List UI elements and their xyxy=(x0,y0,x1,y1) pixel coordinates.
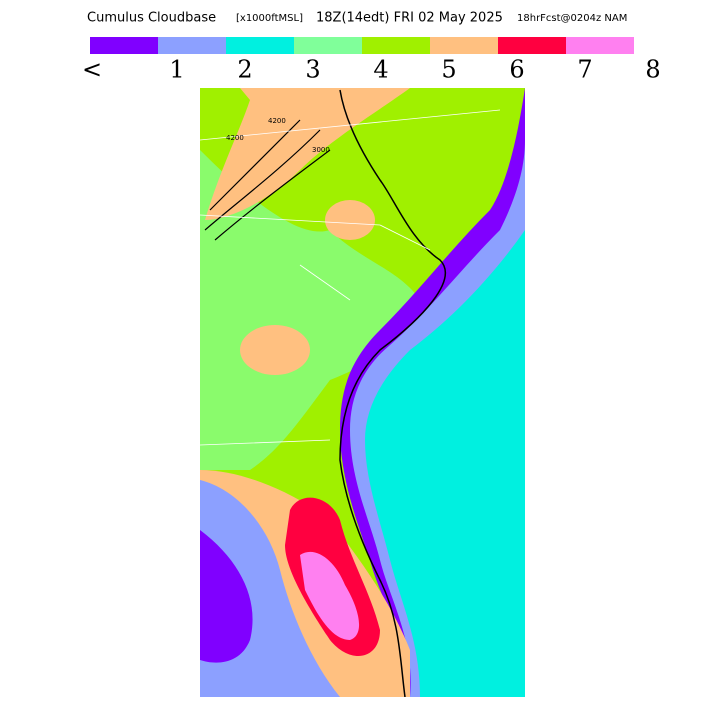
map: 4200 4200 3000 xyxy=(200,88,525,697)
field xyxy=(240,325,310,375)
legend-swatch xyxy=(430,37,498,54)
legend-swatch xyxy=(566,37,634,54)
state-border xyxy=(200,109,501,446)
contour xyxy=(204,119,331,241)
legend-label: 5 xyxy=(441,56,456,84)
legend-label: < xyxy=(82,56,102,84)
legend-label: 2 xyxy=(237,56,252,84)
legend-label: 7 xyxy=(577,56,592,84)
legend-label: 6 xyxy=(509,56,524,84)
contour-label: 4200 xyxy=(226,134,244,142)
field xyxy=(200,530,253,663)
legend-label: 1 xyxy=(169,56,184,84)
legend-swatch xyxy=(158,37,226,54)
units: [x1000ftMSL] xyxy=(236,13,303,24)
legend-swatch xyxy=(90,37,158,54)
legend-swatch xyxy=(362,37,430,54)
field xyxy=(365,230,525,697)
valid-time: 18Z(14edt) FRI 02 May 2025 xyxy=(316,11,503,26)
legend-swatch xyxy=(294,37,362,54)
color-legend: <1 2 3 4 5 6 7 8 xyxy=(82,37,661,84)
field xyxy=(300,551,360,640)
contour-label: 4200 xyxy=(268,117,286,125)
legend-label: 8 xyxy=(645,56,660,84)
legend-label: 4 xyxy=(373,56,388,84)
forecast-info: 18hrFcst@0204z NAM xyxy=(517,13,627,24)
field xyxy=(200,150,422,470)
legend-swatch xyxy=(226,37,294,54)
legend-swatch xyxy=(498,37,566,54)
field xyxy=(325,200,375,240)
legend-label: 3 xyxy=(305,56,320,84)
contour-label: 3000 xyxy=(312,146,330,154)
coastline xyxy=(339,89,447,697)
title: Cumulus Cloudbase xyxy=(87,11,216,26)
